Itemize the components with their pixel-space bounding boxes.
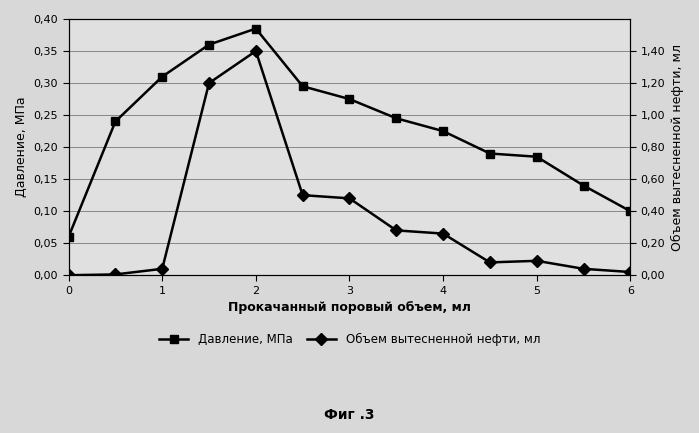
Line: Давление, МПа: Давление, МПа (64, 24, 635, 241)
Давление, МПа (252, 26, 260, 31)
Давление, МПа (298, 84, 307, 89)
Давление, МПа (579, 183, 588, 188)
Давление, МПа (345, 97, 354, 102)
Давление, МПа (486, 151, 494, 156)
Объем вытесненной нефти, мл (533, 258, 541, 263)
Y-axis label: Давление, МПа: Давление, МПа (15, 97, 28, 197)
Давление, МПа (111, 119, 120, 124)
Давление, МПа (392, 116, 401, 121)
Объем вытесненной нефти, мл (64, 273, 73, 278)
Объем вытесненной нефти, мл (252, 48, 260, 54)
Объем вытесненной нефти, мл (439, 231, 447, 236)
Давление, МПа (64, 234, 73, 239)
Объем вытесненной нефти, мл (579, 266, 588, 271)
Объем вытесненной нефти, мл (345, 196, 354, 201)
Объем вытесненной нефти, мл (626, 269, 635, 275)
Объем вытесненной нефти, мл (486, 260, 494, 265)
Объем вытесненной нефти, мл (205, 81, 213, 86)
Давление, МПа (439, 129, 447, 134)
Line: Объем вытесненной нефти, мл: Объем вытесненной нефти, мл (64, 47, 635, 279)
Объем вытесненной нефти, мл (392, 228, 401, 233)
Text: Фиг .3: Фиг .3 (324, 408, 375, 422)
Объем вытесненной нефти, мл (298, 193, 307, 198)
X-axis label: Прокачанный поровый объем, мл: Прокачанный поровый объем, мл (228, 301, 471, 314)
Legend: Давление, МПа, Объем вытесненной нефти, мл: Давление, МПа, Объем вытесненной нефти, … (153, 327, 546, 352)
Давление, МПа (205, 42, 213, 47)
Давление, МПа (533, 154, 541, 159)
Давление, МПа (158, 74, 166, 79)
Давление, МПа (626, 209, 635, 214)
Y-axis label: Объем вытесненной нефти, мл: Объем вытесненной нефти, мл (671, 44, 684, 251)
Объем вытесненной нефти, мл (158, 266, 166, 271)
Объем вытесненной нефти, мл (111, 272, 120, 277)
